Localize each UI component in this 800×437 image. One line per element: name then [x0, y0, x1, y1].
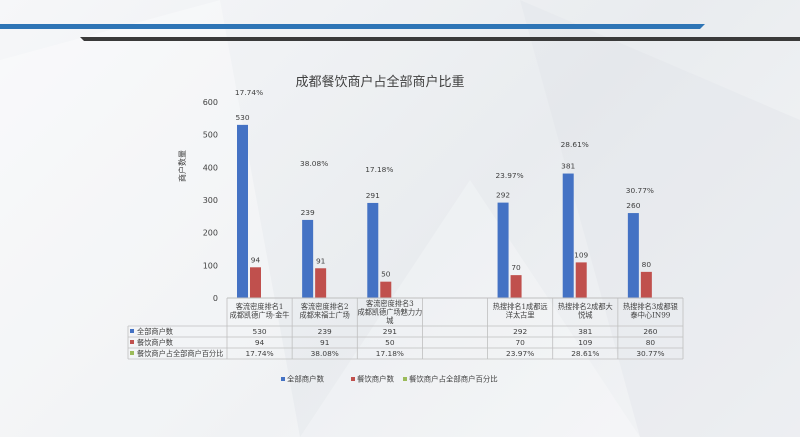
data-label-percent: 23.97% [495, 171, 523, 180]
category-label: 洋太古里 [506, 311, 535, 320]
category-label: 客流密度排名2 [301, 302, 349, 311]
legend-label: 餐饮商户数 [357, 375, 395, 384]
legend-label: 全部商户数 [287, 375, 325, 384]
y-axis-label: 商户数量 [177, 150, 187, 182]
table-cell: 292 [513, 327, 527, 336]
bar-food-merchants [250, 267, 261, 298]
data-label-total: 239 [301, 208, 315, 217]
table-cell: 381 [578, 327, 592, 336]
dark-rule [80, 37, 800, 41]
table-cell: 17.74% [245, 349, 273, 358]
bar-total-merchants [562, 173, 574, 298]
legend-key-swatch [130, 351, 134, 355]
data-label-total: 530 [235, 113, 249, 122]
data-label-food: 94 [251, 255, 261, 264]
data-label-percent: 28.61% [561, 140, 589, 149]
category-label: 客流密度排名3 [366, 299, 414, 308]
data-label-food: 50 [381, 270, 391, 279]
legend-label: 餐饮商户占全部商户百分比 [409, 375, 498, 384]
category-label: 城 [386, 316, 393, 325]
data-label-food: 91 [316, 256, 326, 265]
bar-total-merchants [237, 124, 248, 298]
bar-food-merchants [380, 281, 392, 298]
y-axis-ticks: 0 100 200 300 400 500 600 [203, 98, 218, 303]
legend-swatch [351, 377, 355, 381]
y-tick-label: 0 [213, 294, 218, 303]
bar-total-merchants [367, 202, 379, 298]
bar-total-merchants [302, 219, 314, 298]
legend-swatch [281, 377, 285, 381]
bar-food-merchants [510, 275, 522, 298]
y-tick-label: 200 [203, 229, 218, 238]
category-label: 成都来福士广场 [300, 311, 350, 320]
legend-key-swatch [130, 340, 134, 344]
table-cell: 291 [383, 327, 397, 336]
table-cell: 50 [385, 338, 395, 347]
table-cell: 91 [320, 338, 330, 347]
table-cell: 38.08% [311, 349, 339, 358]
category-label: 热搜排名3成都银 [623, 302, 678, 311]
legend-swatch [403, 377, 407, 381]
category-label: 客流密度排名1 [236, 302, 284, 311]
data-label-percent: 38.08% [300, 159, 328, 168]
table-cell: 17.18% [376, 349, 404, 358]
data-label-total: 291 [366, 191, 380, 200]
category-label: 热搜排名1成都远 [493, 302, 548, 311]
table-cell: 23.97% [506, 349, 534, 358]
table-cell: 530 [253, 327, 267, 336]
table-cell: 70 [515, 338, 525, 347]
y-tick-label: 100 [203, 261, 218, 270]
data-label-food: 109 [574, 250, 588, 259]
bar-food-merchants [575, 262, 587, 298]
table-cell: 80 [646, 338, 656, 347]
data-label-percent: 17.74% [235, 88, 263, 97]
bar-food-merchants [640, 271, 652, 298]
data-label-total: 260 [626, 201, 640, 210]
data-labels-group: 530 94 17.74% 239 91 38.08% 291 50 17.18% 292 70 23… [235, 88, 654, 279]
table-cell: 28.61% [571, 349, 599, 358]
y-tick-label: 500 [203, 131, 218, 140]
table-row-label: 餐饮商户占全部商户百分比 [137, 349, 223, 358]
data-label-total: 381 [561, 162, 575, 171]
category-label: 泰中心IN99 [631, 311, 671, 320]
legend-key-swatch [130, 329, 134, 333]
table-cell: 94 [255, 338, 265, 347]
accent-rule [0, 24, 705, 29]
y-tick-label: 600 [203, 98, 218, 107]
bars-group [237, 124, 652, 298]
chart-title: 成都餐饮商户占全部商户比重 [295, 74, 464, 90]
header-rules [0, 24, 800, 41]
data-label-food: 80 [642, 260, 652, 269]
table-row-label: 餐饮商户数 [137, 338, 173, 347]
category-label: 热搜排名2成都大 [558, 302, 613, 311]
y-tick-label: 400 [203, 163, 218, 172]
bar-total-merchants [627, 213, 639, 298]
category-label: 成都凯德广场·金牛 [230, 311, 290, 320]
table-row-label: 全部商户数 [137, 327, 173, 336]
data-label-percent: 30.77% [626, 186, 654, 195]
data-label-percent: 17.18% [365, 165, 393, 174]
chart-legend: 全部商户数 餐饮商户数 餐饮商户占全部商户百分比 [281, 375, 498, 384]
table-cell: 260 [643, 327, 657, 336]
table-cell: 109 [578, 338, 592, 347]
y-tick-label: 300 [203, 196, 218, 205]
table-cell: 239 [318, 327, 332, 336]
bar-total-merchants [497, 202, 509, 298]
data-label-total: 292 [496, 191, 510, 200]
category-label: 悦城 [578, 311, 592, 320]
bar-food-merchants [315, 268, 327, 298]
data-label-food: 70 [511, 263, 521, 272]
category-label: 成都凯德广场魅力力 [358, 308, 423, 317]
table-cell: 30.77% [636, 349, 664, 358]
